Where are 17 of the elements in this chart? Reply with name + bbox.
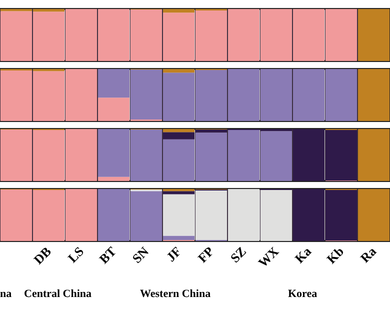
text: Western China xyxy=(140,288,211,300)
text: Central China xyxy=(24,288,92,300)
x-tick-label: LS xyxy=(64,244,87,266)
bar xyxy=(358,69,390,121)
x-tick-label: DB xyxy=(30,243,54,268)
x-tick-label: FP xyxy=(194,244,217,266)
x-tick-label: Ra xyxy=(357,243,380,266)
text: na xyxy=(0,288,12,300)
x-tick-label: JF xyxy=(163,244,184,265)
x-tick-label: BT xyxy=(96,243,120,267)
x-tick-label: Kb xyxy=(324,244,347,267)
x-tick-label: SZ xyxy=(227,244,250,266)
bar xyxy=(162,191,195,194)
text: Korea xyxy=(288,288,318,300)
x-tick-label: SN xyxy=(129,243,152,266)
x-tick-label: Ka xyxy=(292,243,314,266)
x-tick-label: WX xyxy=(255,243,282,270)
